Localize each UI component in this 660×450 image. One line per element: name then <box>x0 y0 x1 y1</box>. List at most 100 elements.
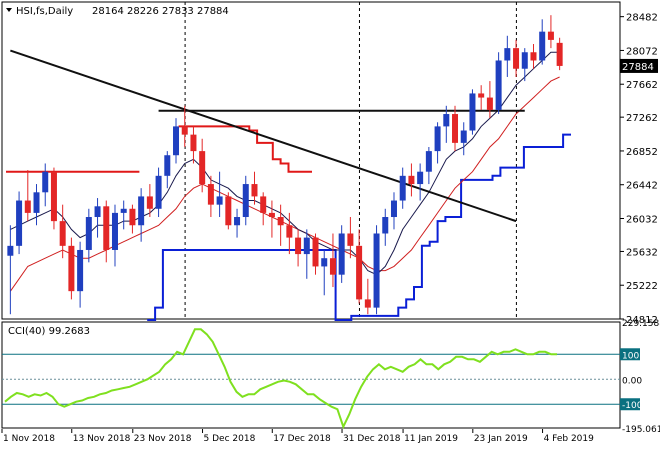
candle-body <box>50 171 57 222</box>
candle <box>443 105 450 143</box>
candle <box>382 208 389 246</box>
candle <box>277 204 284 246</box>
candle-body <box>417 171 424 185</box>
candle <box>425 146 432 185</box>
candle-body <box>199 151 206 185</box>
candle-body <box>190 134 197 152</box>
candle <box>260 192 267 226</box>
candle-body <box>329 258 336 275</box>
time-axis: 1 Nov 2018 13 Nov 2018 23 Nov 2018 5 Dec 20… <box>1 429 594 444</box>
candle <box>478 85 485 110</box>
candle <box>417 163 424 201</box>
candle-body <box>85 217 92 250</box>
candle <box>50 167 57 230</box>
candle-body <box>173 126 180 156</box>
price-tick-label: 25632 <box>626 247 658 258</box>
time-tick-label: 1 Nov 2018 <box>3 434 55 444</box>
candle <box>452 105 459 152</box>
chart-menu-icon[interactable] <box>6 8 12 12</box>
candle-body <box>303 237 310 255</box>
candle <box>242 175 249 226</box>
price-tick-label: 28072 <box>626 46 658 57</box>
candle-body <box>129 208 136 226</box>
downtrend-line <box>10 49 517 223</box>
candle-body <box>452 114 459 143</box>
candle-body <box>556 42 563 66</box>
candle-body <box>399 175 406 201</box>
candle-body <box>146 196 153 209</box>
candle-body <box>286 225 293 238</box>
candle-body <box>216 196 223 205</box>
candle-body <box>443 114 450 127</box>
candle-body <box>478 93 485 98</box>
candle <box>460 122 467 156</box>
candle-body <box>513 48 520 69</box>
candle <box>68 237 75 300</box>
support-channel-line <box>147 133 571 321</box>
candle-body <box>207 184 214 205</box>
candle-body <box>504 48 511 61</box>
cci-line <box>4 328 557 430</box>
price-axis: 28482 28072 27662 27262 26852 26442 26032 25632… <box>620 13 658 326</box>
candle-body <box>24 200 31 213</box>
time-tick-label: 23 Jan 2019 <box>474 434 528 444</box>
candle <box>33 184 40 226</box>
chart-ohlc-label: 28164 28226 27833 27884 <box>92 6 229 17</box>
time-tick-label: 23 Nov 2018 <box>134 434 192 444</box>
candle <box>390 192 397 230</box>
candle <box>138 188 145 242</box>
candle-body <box>373 233 380 308</box>
candle <box>338 225 345 283</box>
candle <box>556 37 563 71</box>
candle-body <box>356 245 363 300</box>
candle <box>155 167 162 218</box>
candle <box>295 229 302 267</box>
candle-body <box>260 196 267 213</box>
candle-body <box>7 245 14 256</box>
cci-level-badge <box>620 348 640 361</box>
candle <box>312 233 319 275</box>
candle-body <box>33 192 40 213</box>
candle <box>181 105 188 147</box>
cci-tick-label: 100 <box>622 351 639 361</box>
cci-tick-label: -100 <box>622 401 643 411</box>
candle <box>286 212 293 255</box>
candle <box>94 198 101 238</box>
candle <box>469 89 476 135</box>
candle <box>268 200 275 238</box>
last-price-box: 27884 <box>620 58 658 73</box>
candle <box>103 200 110 263</box>
candle-body <box>155 175 162 209</box>
cci-series-line <box>4 328 557 430</box>
price-tick-label: 28482 <box>626 13 658 24</box>
candle <box>146 184 153 218</box>
candle <box>225 192 232 230</box>
candle <box>120 200 127 230</box>
time-tick-label: 17 Dec 2018 <box>273 434 331 444</box>
candle-body <box>225 196 232 226</box>
candle <box>24 170 31 222</box>
cci-tick-label: 0.00 <box>622 376 642 386</box>
candle-body <box>547 31 554 40</box>
candle <box>77 241 84 308</box>
candlesticks <box>7 15 563 315</box>
candle <box>486 81 493 119</box>
candle <box>513 39 520 77</box>
candle-body <box>486 97 493 110</box>
candle-body <box>460 130 467 143</box>
price-tick-label: 27662 <box>626 80 658 91</box>
candle <box>190 126 197 164</box>
candle <box>7 225 14 315</box>
candle <box>234 208 241 238</box>
candle-body <box>434 126 441 152</box>
price-tick-label: 24812 <box>626 315 658 326</box>
candle-body <box>425 151 432 172</box>
candle <box>216 171 223 218</box>
candle-body <box>59 221 66 246</box>
candle <box>329 233 336 288</box>
candle-body <box>408 175 415 185</box>
candle-body <box>68 245 75 292</box>
price-tick-label: 25222 <box>626 281 658 292</box>
cci-axis: 229.1588 100 0.00 -100 -195.061 <box>620 319 660 435</box>
